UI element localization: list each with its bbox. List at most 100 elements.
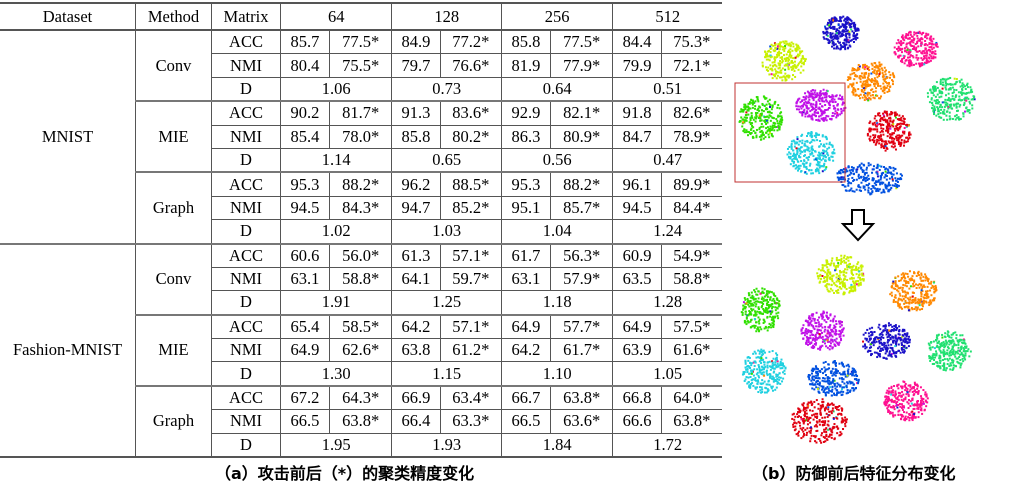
value-cell: 0.64 (500, 76, 614, 102)
value-cell: 1.24 (612, 219, 722, 245)
down-arrow-icon (840, 209, 876, 242)
matrix-cell: NMI (211, 266, 281, 292)
cluster (816, 254, 865, 296)
value-cell: 66.6 (612, 409, 662, 434)
value-cell: 85.8 (391, 124, 441, 149)
header-cell: Method (135, 2, 212, 31)
value-cell: 63.1 (280, 266, 330, 292)
value-cell: 1.02 (279, 219, 393, 245)
table-row: D 1.06 0.73 0.64 0.51 (0, 76, 722, 102)
value-cell: 75.5* (328, 53, 393, 78)
cluster (761, 40, 807, 82)
value-cell: 63.8* (549, 384, 614, 411)
dataset-cell: MNIST (0, 29, 136, 245)
cluster (836, 162, 903, 196)
cluster (795, 88, 847, 122)
cluster (927, 330, 972, 372)
value-cell: 85.4 (280, 124, 330, 149)
value-cell: 94.7 (391, 195, 441, 221)
value-cell: 86.3 (500, 124, 551, 149)
value-cell: 1.14 (279, 147, 393, 173)
table-row: Graph ACC 95.3 88.2* 96.2 88.5* 95.3 88.2* 96.1 8… (0, 171, 722, 245)
matrix-cell: NMI (211, 124, 281, 149)
value-cell: 81.7* (328, 100, 393, 126)
table-row: D 1.14 0.65 0.56 0.47 (0, 147, 722, 173)
cluster (862, 322, 911, 360)
value-cell: 60.6 (280, 242, 330, 268)
cluster (786, 131, 836, 175)
value-cell: 1.05 (612, 361, 722, 387)
value-cell: 64.2 (391, 313, 441, 340)
cluster (926, 76, 976, 121)
value-cell: 72.1* (660, 53, 722, 78)
value-cell: 61.2* (439, 338, 502, 363)
value-cell: 94.5 (280, 195, 330, 221)
cluster (791, 398, 848, 444)
table-row: NMI 63.1 58.8* 64.1 59.7* 63.1 57.9* 63.5 58.8* (0, 266, 722, 292)
value-cell: 82.6* (660, 100, 722, 126)
value-cell: 63.5 (612, 266, 662, 292)
header-cell: 64 (279, 2, 393, 31)
value-cell: 64.9 (612, 313, 662, 340)
value-cell: 89.9* (660, 171, 722, 197)
value-cell: 64.2 (500, 338, 551, 363)
value-cell: 1.95 (279, 432, 393, 458)
method-cell: Graph (135, 384, 212, 458)
value-cell: 61.7* (549, 338, 614, 363)
table-row: Fashion-MNIST Conv ACC 60.6 56.0* 61.3 57.1* 61… (0, 242, 722, 458)
table-row: Graph ACC 67.2 64.3* 66.9 63.4* 66.7 63.8* 66.8 6… (0, 384, 722, 458)
matrix-cell: D (211, 361, 281, 387)
value-cell: 1.84 (500, 432, 614, 458)
matrix-cell: D (211, 432, 281, 458)
value-cell: 96.1 (612, 171, 662, 197)
cluster (889, 270, 938, 312)
cluster (822, 15, 860, 51)
value-cell: 61.3 (391, 242, 441, 268)
header-cell: 512 (612, 2, 722, 31)
value-cell: 0.65 (391, 147, 502, 173)
value-cell: 78.9* (660, 124, 722, 149)
value-cell: 58.8* (328, 266, 393, 292)
value-cell: 63.9 (612, 338, 662, 363)
value-cell: 66.5 (500, 409, 551, 434)
cluster (883, 380, 929, 422)
value-cell: 1.30 (279, 361, 393, 387)
value-cell: 77.9* (549, 53, 614, 78)
value-cell: 58.5* (328, 313, 393, 340)
matrix-cell: ACC (211, 384, 281, 411)
table-row: D 1.30 1.15 1.10 1.05 (0, 361, 722, 387)
value-cell: 63.8* (328, 409, 393, 434)
matrix-cell: NMI (211, 409, 281, 434)
cluster (800, 310, 845, 351)
value-cell: 63.8 (391, 338, 441, 363)
matrix-cell: NMI (211, 195, 281, 221)
value-cell: 84.3* (328, 195, 393, 221)
value-cell: 85.2* (439, 195, 502, 221)
value-cell: 75.3* (660, 29, 722, 55)
header-cell: Dataset (0, 2, 136, 31)
matrix-cell: ACC (211, 29, 281, 55)
cluster (740, 287, 781, 333)
matrix-cell: NMI (211, 338, 281, 363)
value-cell: 61.6* (660, 338, 722, 363)
value-cell: 1.06 (279, 76, 393, 102)
value-cell: 79.7 (391, 53, 441, 78)
value-cell: 88.2* (549, 171, 614, 197)
value-cell: 78.0* (328, 124, 393, 149)
table-row: NMI 85.4 78.0* 85.8 80.2* 86.3 80.9* 84.7 78.9* (0, 124, 722, 149)
value-cell: 80.4 (280, 53, 330, 78)
value-cell: 66.5 (280, 409, 330, 434)
value-cell: 57.9* (549, 266, 614, 292)
caption-a: （a）攻击前后（*）的聚类精度变化 (215, 464, 475, 483)
header-cell: 256 (500, 2, 614, 31)
matrix-cell: NMI (211, 53, 281, 78)
value-cell: 77.2* (439, 29, 502, 55)
cluster (807, 360, 860, 397)
method-cell: MIE (135, 313, 212, 387)
value-cell: 1.93 (391, 432, 502, 458)
value-cell: 64.3* (328, 384, 393, 411)
cluster (738, 95, 784, 141)
value-cell: 63.3* (439, 409, 502, 434)
value-cell: 1.28 (612, 290, 722, 316)
value-cell: 64.9 (500, 313, 551, 340)
